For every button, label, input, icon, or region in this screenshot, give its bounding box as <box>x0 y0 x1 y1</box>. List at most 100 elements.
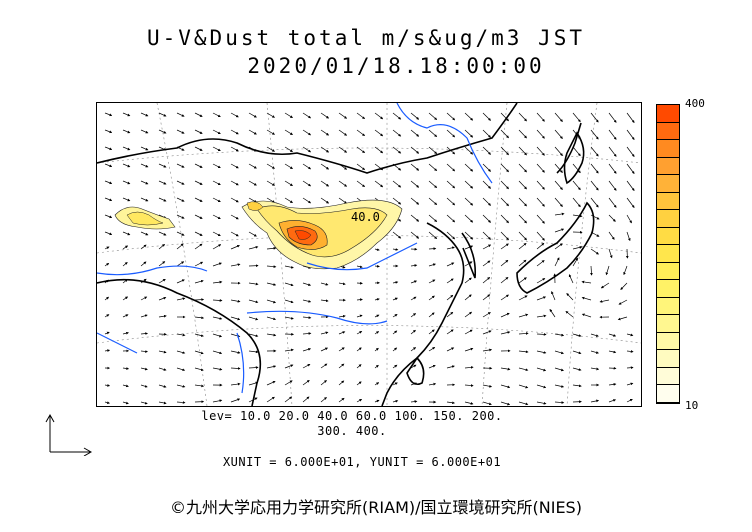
wind-vector <box>572 180 581 191</box>
wind-vector <box>194 180 203 185</box>
wind-vector <box>104 197 113 202</box>
wind-vector <box>410 296 417 301</box>
wind-vector <box>518 129 527 139</box>
wind-vector <box>500 214 509 224</box>
wind-vector <box>626 350 634 353</box>
wind-vector <box>338 129 348 136</box>
wind-vector <box>194 163 203 168</box>
wind-vector <box>176 279 185 284</box>
wind-vector <box>140 314 148 318</box>
wind-vector <box>518 350 529 354</box>
wind-vector <box>410 280 418 284</box>
wind-vector <box>230 163 239 169</box>
wind-vector <box>482 294 491 301</box>
wind-vector <box>590 180 599 191</box>
wind-vector <box>608 350 617 354</box>
wind-vector <box>626 163 635 175</box>
wind-vector <box>518 112 527 122</box>
wind-vector <box>374 331 380 335</box>
wind-vector <box>356 398 363 403</box>
wind-vector <box>212 280 223 284</box>
wind-vector <box>230 367 241 370</box>
wind-vector <box>446 262 455 267</box>
wind-vector <box>212 262 222 267</box>
wind-vector <box>581 296 592 301</box>
wind-vector <box>122 384 129 388</box>
wind-vector <box>176 214 185 219</box>
wind-vector <box>104 314 110 318</box>
dust-map: 40.0 <box>96 102 642 407</box>
wind-vector <box>266 333 277 337</box>
wind-vector <box>392 399 399 403</box>
wind-vector <box>482 146 491 155</box>
wind-vector <box>464 231 474 240</box>
colorbar-band <box>657 192 679 211</box>
wind-vector <box>518 231 527 241</box>
wind-vector <box>374 112 384 120</box>
wind-vector <box>392 129 402 137</box>
wind-vector <box>623 265 628 276</box>
wind-vector <box>212 244 222 250</box>
wind-vector <box>518 367 529 372</box>
wind-vector <box>617 316 628 321</box>
colorbar-band <box>657 262 679 281</box>
wind-vector <box>320 380 327 386</box>
wind-vector <box>446 278 454 284</box>
wind-vector <box>230 214 239 220</box>
wind-vector <box>302 112 312 119</box>
wind-vector <box>338 331 346 335</box>
wind-vector <box>626 366 634 370</box>
contour-levels-line1: lev= 10.0 20.0 40.0 60.0 100. 150. 200. <box>201 409 503 423</box>
wind-vector <box>626 197 635 209</box>
wind-vector <box>194 146 203 151</box>
wind-vector <box>302 379 310 386</box>
wind-vector <box>320 282 329 286</box>
wind-vector <box>410 313 417 318</box>
wind-vector <box>176 112 185 117</box>
wind-vector <box>122 112 131 117</box>
wind-vector <box>212 197 221 203</box>
wind-vector <box>140 146 149 151</box>
contour-levels-line2: 300. 400. <box>317 424 387 438</box>
wind-vector <box>590 333 599 337</box>
wind-vector <box>392 364 398 369</box>
wind-vector <box>608 333 617 337</box>
wind-vector <box>122 231 131 236</box>
wind-vector <box>464 112 474 121</box>
wind-vector <box>554 228 565 233</box>
wind-vector <box>194 261 204 267</box>
wind-vector <box>482 180 491 189</box>
wind-vector <box>194 243 203 250</box>
wind-vector <box>176 129 185 134</box>
wind-vector <box>140 384 148 388</box>
wind-vector <box>536 278 546 284</box>
wind-vector <box>572 350 582 355</box>
wind-vector <box>176 180 185 185</box>
wind-vector <box>302 332 312 335</box>
wind-vector <box>464 311 473 318</box>
wind-vector <box>482 312 491 318</box>
wind-vector <box>500 243 509 250</box>
wind-vector <box>302 363 311 369</box>
wind-vector <box>572 246 583 250</box>
wind-vector <box>158 180 167 185</box>
wind-vector <box>320 146 330 153</box>
wind-vector <box>194 367 204 372</box>
wind-vector <box>518 214 527 224</box>
wind-vector <box>410 364 417 369</box>
wind-vector <box>572 257 578 267</box>
wind-vector <box>626 214 632 224</box>
wind-vector <box>626 146 635 158</box>
wind-vector <box>590 399 600 403</box>
wind-vector <box>140 129 149 134</box>
wind-vector <box>536 367 547 372</box>
wind-vector <box>194 112 203 117</box>
wind-vector <box>410 214 420 222</box>
wind-vector <box>176 231 185 236</box>
wind-vector <box>338 197 348 204</box>
colorbar-min-label: 10 <box>685 399 699 412</box>
wind-vector <box>518 242 527 250</box>
wind-vector <box>158 197 167 202</box>
river <box>97 103 493 394</box>
wind-vector <box>374 129 384 137</box>
